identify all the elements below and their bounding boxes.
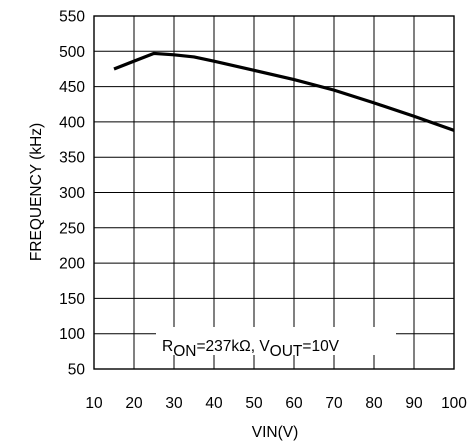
x-tick-label: 40 <box>205 395 223 412</box>
annotation-v-sub: OUT <box>270 343 303 360</box>
y-tick-label: 550 <box>59 9 85 26</box>
x-tick-label: 50 <box>245 395 263 412</box>
annotation-text: RON=237kΩ, VOUT=10V <box>162 338 340 360</box>
x-tick-label: 60 <box>285 395 303 412</box>
y-tick-label: 150 <box>59 291 85 308</box>
x-tick-label: 100 <box>441 395 467 412</box>
series-line <box>113 51 455 132</box>
annotation-v-value: =10V <box>302 338 339 355</box>
y-tick-label: 50 <box>68 362 86 379</box>
x-tick-label: 80 <box>365 395 383 412</box>
annotation-background <box>156 327 396 355</box>
annotation-r-sub: ON <box>173 343 196 360</box>
y-tick-label: 350 <box>59 150 85 167</box>
y-tick-labels: 550 500 450 400 350 300 250 200 150 100 50 <box>59 9 85 379</box>
y-tick-label: 500 <box>59 44 85 61</box>
annotation-box: RON=237kΩ, VOUT=10V <box>156 327 396 360</box>
y-tick-label: 400 <box>59 114 85 131</box>
y-tick-label: 250 <box>59 220 85 237</box>
annotation-v-main: V <box>259 338 270 355</box>
x-tick-label: 20 <box>125 395 143 412</box>
y-tick-label: 300 <box>59 185 85 202</box>
plot-frame <box>93 15 455 370</box>
x-tick-label: 70 <box>325 395 343 412</box>
y-tick-label: 100 <box>59 326 85 343</box>
x-tick-label: 10 <box>85 395 103 412</box>
y-tick-label: 200 <box>59 256 85 273</box>
y-axis-title: FREQUENCY (kHz) <box>28 123 45 261</box>
x-axis-title: VIN(V) <box>252 424 299 441</box>
annotation-r-value: =237kΩ, <box>196 338 259 355</box>
y-tick-label: 450 <box>59 79 85 96</box>
annotation-r-main: R <box>162 338 173 355</box>
x-tick-label: 90 <box>405 395 423 412</box>
x-tick-labels: 10 20 30 40 50 60 70 80 90 100 <box>85 395 467 412</box>
x-tick-label: 30 <box>165 395 183 412</box>
